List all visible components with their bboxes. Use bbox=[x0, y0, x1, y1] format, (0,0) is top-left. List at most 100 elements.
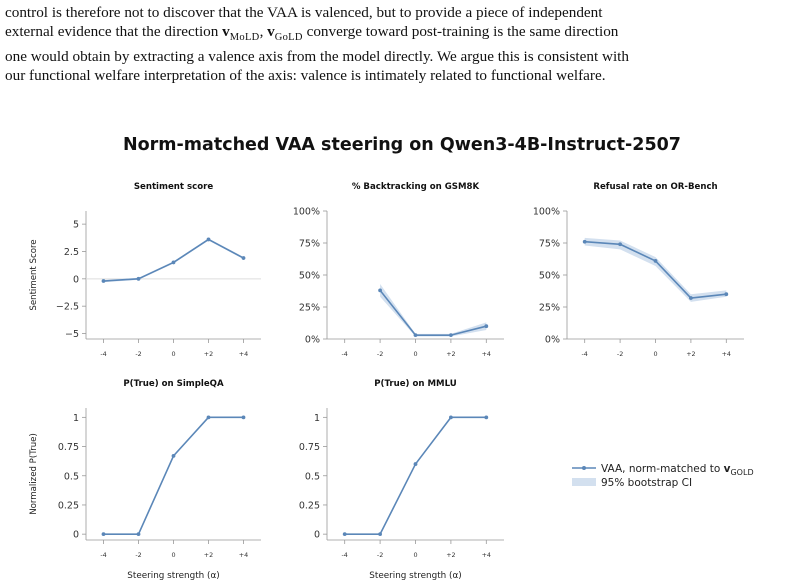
panel-title: % Backtracking on GSM8K bbox=[352, 182, 480, 192]
panel-title: P(True) on SimpleQA bbox=[123, 379, 224, 389]
series-line bbox=[379, 289, 487, 336]
legend-marker bbox=[582, 466, 586, 470]
paragraph-line-3: one would obtain by extracting a valence… bbox=[5, 48, 629, 66]
y-tick-label: 75% bbox=[299, 239, 320, 250]
data-point bbox=[241, 415, 246, 420]
x-tick-label: 0 bbox=[171, 551, 175, 559]
y-tick-label: 50% bbox=[299, 271, 320, 282]
series-line bbox=[584, 240, 727, 299]
x-tick-label: 0 bbox=[413, 551, 417, 559]
ci-band bbox=[103, 238, 244, 283]
legend-subscript: GOLD bbox=[730, 468, 753, 477]
y-tick-label: 75% bbox=[539, 239, 560, 250]
vector-symbol-mold: v bbox=[222, 23, 230, 40]
x-tick-label: +2 bbox=[446, 551, 455, 559]
y-axis-label: Sentiment Score bbox=[29, 239, 39, 310]
ci-band bbox=[103, 417, 244, 535]
data-point bbox=[689, 296, 693, 300]
x-tick-label: +4 bbox=[722, 350, 731, 358]
x-tick-label: -2 bbox=[135, 350, 141, 358]
x-tick-label: +2 bbox=[686, 350, 695, 358]
paragraph-line-1: control is therefore not to discover tha… bbox=[5, 4, 603, 21]
y-tick-label: 25% bbox=[299, 303, 320, 314]
chart-panel-5: P(True) on MMLU 1 0.75 0.5 0.25 0 -4 -2 0 +2 +4 Ste… bbox=[299, 379, 504, 581]
data-point bbox=[342, 532, 347, 537]
panel-title: P(True) on MMLU bbox=[374, 379, 457, 389]
chart-panel-2: % Backtracking on GSM8K 100% 75% 50% 25% 0% -4… bbox=[293, 182, 504, 358]
y-tick-label: 1 bbox=[73, 413, 79, 424]
legend-line-label: VAA, norm-matched to vGOLD bbox=[601, 463, 754, 477]
y-tick-label: 0.5 bbox=[305, 471, 320, 482]
x-tick-label: +2 bbox=[204, 551, 213, 559]
data-point bbox=[449, 415, 453, 420]
data-point bbox=[484, 324, 489, 329]
data-point bbox=[101, 279, 106, 283]
legend-line-text: VAA, norm-matched to bbox=[601, 463, 724, 475]
chart-panel-1: Sentiment score 5 2.5 0 −2.5 −5 -4 -2 0 +2 +4 Senti… bbox=[29, 182, 261, 358]
x-axis-label: Steering strength (α) bbox=[127, 571, 219, 581]
paragraph-line-2: external evidence that the direction vMo… bbox=[5, 22, 799, 47]
y-tick-label: 1 bbox=[314, 413, 320, 424]
ci-band bbox=[344, 417, 487, 535]
figure-title: Norm-matched VAA steering on Qwen3-4B-In… bbox=[123, 135, 681, 155]
x-tick-label: -4 bbox=[342, 551, 348, 559]
x-tick-label: -2 bbox=[135, 551, 141, 559]
data-point bbox=[241, 256, 246, 260]
y-tick-label: 0.75 bbox=[299, 442, 320, 453]
x-tick-label: -2 bbox=[377, 551, 383, 559]
legend-vector-symbol: v bbox=[724, 463, 731, 475]
y-tick-label: 0 bbox=[73, 530, 79, 541]
x-tick-label: -4 bbox=[100, 551, 106, 559]
comma: , bbox=[259, 23, 268, 40]
x-tick-label: +4 bbox=[482, 350, 491, 358]
x-tick-label: -2 bbox=[617, 350, 623, 358]
y-tick-label: 0.75 bbox=[58, 442, 79, 453]
chart-panel-4: P(True) on SimpleQA 1 0.75 0.5 0.25 0 -4 -2 0 +2 +… bbox=[29, 379, 261, 581]
y-tick-label: 0 bbox=[314, 530, 320, 541]
data-point bbox=[171, 453, 176, 458]
data-point bbox=[449, 333, 453, 338]
panel-title: Refusal rate on OR-Bench bbox=[593, 182, 717, 192]
x-tick-label: -4 bbox=[342, 350, 348, 358]
y-tick-label: 0% bbox=[305, 335, 320, 346]
subscript-gold: GoLD bbox=[274, 32, 303, 44]
subscript-mold: MoLD bbox=[229, 32, 260, 44]
data-point bbox=[484, 415, 489, 420]
data-point bbox=[206, 415, 211, 420]
data-point bbox=[206, 237, 211, 242]
series-line bbox=[103, 238, 244, 282]
data-point bbox=[136, 532, 141, 537]
data-point bbox=[724, 292, 729, 297]
data-point bbox=[378, 532, 382, 537]
y-tick-label: −5 bbox=[65, 329, 79, 340]
y-tick-label: 100% bbox=[293, 207, 320, 218]
data-point bbox=[171, 260, 176, 265]
panel-title: Sentiment score bbox=[134, 182, 214, 192]
y-tick-label: 100% bbox=[533, 207, 560, 218]
paragraph-line-2-start: external evidence that the direction bbox=[5, 23, 223, 40]
y-axis-label: Normalized P(True) bbox=[29, 433, 39, 515]
legend: VAA, norm-matched to vGOLD 95% bootstrap… bbox=[572, 463, 754, 489]
data-point bbox=[618, 242, 622, 247]
paragraph-line-4: our functional welfare interpretation of… bbox=[5, 67, 606, 85]
x-tick-label: +2 bbox=[446, 350, 455, 358]
data-point bbox=[582, 239, 587, 244]
y-tick-label: 5 bbox=[73, 220, 79, 231]
series-line bbox=[344, 416, 487, 535]
data-point bbox=[413, 333, 418, 338]
data-point bbox=[378, 288, 382, 293]
ci-band bbox=[584, 237, 727, 302]
y-tick-label: 50% bbox=[539, 271, 560, 282]
data-point bbox=[413, 462, 418, 466]
legend-band-swatch bbox=[572, 478, 596, 486]
x-tick-label: -4 bbox=[582, 350, 588, 358]
y-tick-label: 2.5 bbox=[64, 247, 79, 258]
x-tick-label: +2 bbox=[204, 350, 213, 358]
paragraph-line-2-end: converge toward post-training is the sam… bbox=[302, 23, 619, 40]
data-point bbox=[101, 532, 106, 537]
x-tick-label: 0 bbox=[413, 350, 417, 358]
body-paragraph: control is therefore not to discover tha… bbox=[5, 3, 799, 85]
y-tick-label: 0.25 bbox=[58, 500, 79, 511]
legend-band-label: 95% bootstrap CI bbox=[601, 477, 692, 489]
y-tick-label: 0% bbox=[545, 335, 560, 346]
